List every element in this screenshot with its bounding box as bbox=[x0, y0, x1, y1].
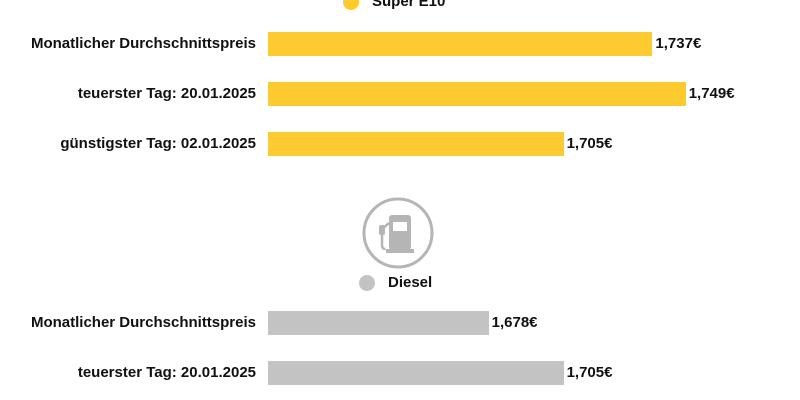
bar-label: Monatlicher Durchschnittspreis bbox=[30, 314, 256, 331]
bar-label: teuerster Tag: 20.01.2025 bbox=[77, 364, 256, 381]
bar-value-label: 1,749€ bbox=[688, 85, 735, 102]
bar bbox=[268, 82, 686, 106]
bar-value-label: 1,678€ bbox=[491, 314, 538, 331]
legend-dot-super-e10 bbox=[343, 0, 359, 10]
bar-label: günstigster Tag: 02.01.2025 bbox=[60, 135, 256, 152]
bar-label: Monatlicher Durchschnittspreis bbox=[30, 35, 256, 52]
fuel-pump-icon bbox=[362, 197, 434, 269]
bar-value-label: 1,705€ bbox=[566, 135, 613, 152]
bar bbox=[268, 361, 564, 385]
bar-value-label: 1,737€ bbox=[655, 35, 702, 52]
bar bbox=[268, 32, 653, 56]
legend-diesel: Diesel bbox=[359, 274, 432, 291]
bar bbox=[268, 311, 489, 335]
legend-dot-diesel bbox=[359, 274, 375, 291]
bar-label: teuerster Tag: 20.01.2025 bbox=[77, 85, 256, 102]
bar bbox=[268, 132, 564, 156]
legend-super-e10: Super E10 bbox=[343, 0, 445, 10]
bar-value-label: 1,705€ bbox=[566, 364, 613, 381]
legend-label-diesel: Diesel bbox=[388, 274, 433, 291]
legend-label-super-e10: Super E10 bbox=[372, 0, 446, 10]
